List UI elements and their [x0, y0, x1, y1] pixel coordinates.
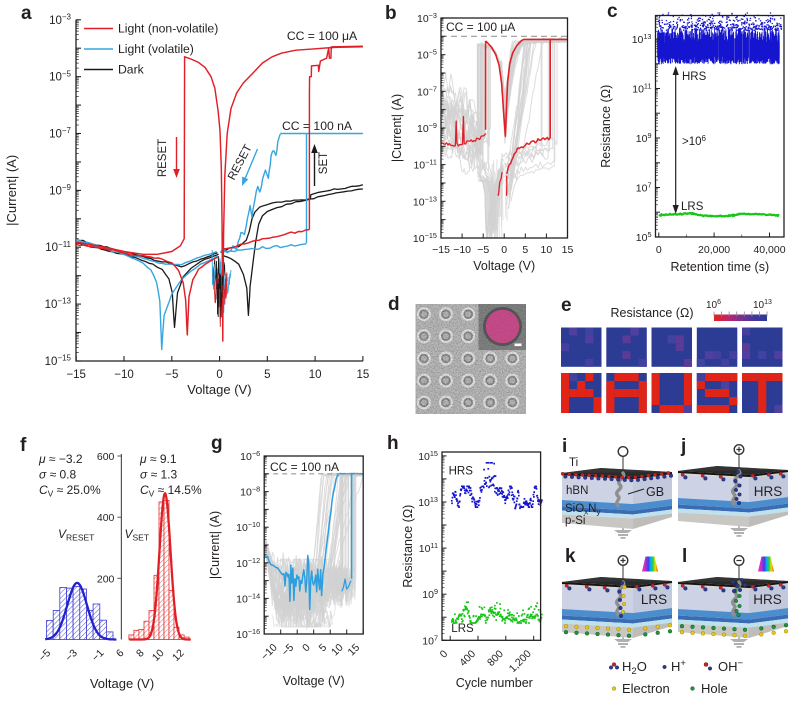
svg-text:f: f — [20, 435, 27, 456]
svg-text:b: b — [385, 3, 397, 24]
svg-text:a: a — [21, 3, 32, 24]
svg-text:HRS: HRS — [754, 484, 783, 499]
svg-text:400: 400 — [97, 512, 115, 524]
svg-text:0: 0 — [501, 244, 507, 256]
svg-text:d: d — [388, 294, 400, 315]
svg-text:H2O: H2O — [622, 659, 647, 677]
svg-text:40,000: 40,000 — [753, 244, 785, 256]
svg-text:Retention time (s): Retention time (s) — [670, 260, 769, 274]
svg-text:k: k — [565, 546, 576, 567]
svg-text:0: 0 — [216, 369, 222, 381]
svg-text:LRS: LRS — [451, 623, 474, 635]
svg-text:Light (volatile): Light (volatile) — [118, 42, 194, 56]
svg-text:600: 600 — [97, 451, 115, 463]
svg-text:−10: −10 — [453, 244, 471, 256]
svg-text:Resistance (Ω): Resistance (Ω) — [401, 505, 415, 588]
svg-text:0: 0 — [656, 244, 662, 256]
svg-text:−5: −5 — [165, 369, 178, 381]
svg-text:15: 15 — [562, 244, 574, 256]
svg-text:OH−: OH− — [718, 658, 744, 674]
svg-text:j: j — [680, 436, 686, 457]
svg-text:σ ≈ 1.3: σ ≈ 1.3 — [140, 468, 178, 482]
svg-text:Voltage (V): Voltage (V) — [473, 259, 535, 273]
svg-text:μ ≈ −3.2: μ ≈ −3.2 — [38, 452, 83, 466]
svg-text:10: 10 — [309, 369, 322, 381]
svg-text:Hole: Hole — [701, 681, 728, 696]
svg-text:SiOxNy: SiOxNy — [565, 503, 600, 517]
svg-text:CV ≈ 25.0%: CV ≈ 25.0% — [39, 483, 101, 499]
svg-text:Resistance (Ω): Resistance (Ω) — [599, 85, 613, 168]
svg-text:Resistance (Ω): Resistance (Ω) — [611, 306, 694, 320]
svg-text:HRS: HRS — [753, 592, 782, 607]
svg-text:l: l — [682, 546, 687, 567]
svg-text:CC = 100 μA: CC = 100 μA — [287, 29, 358, 43]
svg-text:HRS: HRS — [682, 71, 707, 83]
svg-text:Voltage (V): Voltage (V) — [187, 382, 251, 397]
svg-text:CV ≈ 14.5%: CV ≈ 14.5% — [140, 483, 202, 499]
svg-text:−15: −15 — [432, 244, 450, 256]
svg-text:GB: GB — [646, 485, 664, 499]
svg-text:1013: 1013 — [753, 299, 772, 311]
svg-text:|Current| (A): |Current| (A) — [390, 94, 404, 162]
svg-text:CC = 100 nA: CC = 100 nA — [270, 460, 339, 474]
svg-text:10: 10 — [541, 244, 553, 256]
svg-text:hBN: hBN — [566, 485, 588, 497]
svg-text:c: c — [607, 1, 618, 22]
svg-text:LRS: LRS — [681, 201, 704, 213]
svg-text:g: g — [211, 433, 223, 454]
svg-text:−10: −10 — [114, 369, 134, 381]
svg-text:Ti: Ti — [569, 457, 578, 469]
svg-text:Electron: Electron — [622, 681, 670, 696]
svg-text:106: 106 — [706, 299, 721, 311]
svg-text:>106: >106 — [682, 134, 707, 148]
svg-text:5: 5 — [522, 244, 528, 256]
svg-text:LRS: LRS — [641, 592, 667, 607]
svg-text:Cycle number: Cycle number — [456, 676, 533, 690]
svg-text:−15: −15 — [66, 369, 86, 381]
svg-text:i: i — [562, 436, 567, 457]
svg-text:20,000: 20,000 — [698, 244, 730, 256]
svg-text:CC = 100 μA: CC = 100 μA — [446, 20, 515, 34]
svg-text:|Current| (A): |Current| (A) — [208, 511, 222, 579]
svg-text:5: 5 — [264, 369, 270, 381]
svg-text:CC = 100 nA: CC = 100 nA — [282, 119, 353, 133]
svg-text:Voltage (V): Voltage (V) — [283, 674, 345, 688]
svg-text:15: 15 — [357, 369, 370, 381]
svg-text:σ ≈ 0.8: σ ≈ 0.8 — [39, 468, 77, 482]
svg-text:|Current| (A): |Current| (A) — [4, 155, 19, 226]
svg-text:p-Si: p-Si — [565, 515, 585, 527]
svg-text:200: 200 — [97, 573, 115, 585]
svg-text:RESET: RESET — [157, 139, 169, 177]
svg-text:−5: −5 — [477, 244, 489, 256]
svg-text:μ ≈ 9.1: μ ≈ 9.1 — [139, 452, 177, 466]
svg-text:SET: SET — [318, 152, 330, 174]
svg-text:HRS: HRS — [449, 466, 474, 478]
svg-text:Dark: Dark — [118, 63, 145, 77]
svg-text:e: e — [561, 295, 572, 316]
svg-text:h: h — [387, 433, 399, 454]
svg-text:Voltage (V): Voltage (V) — [90, 676, 154, 691]
svg-text:Light (non-volatile): Light (non-volatile) — [118, 22, 218, 36]
